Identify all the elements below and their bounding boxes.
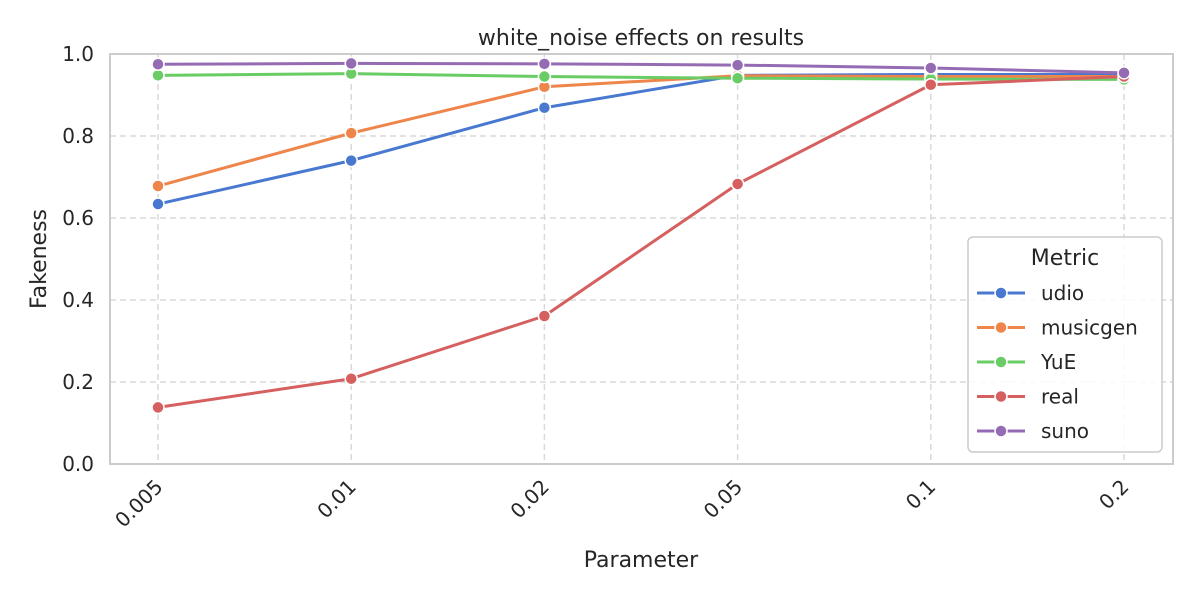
y-tick-label: 0.8: [62, 124, 94, 148]
legend-swatch-marker: [994, 355, 1008, 369]
y-tick-label: 0.2: [62, 370, 94, 394]
data-point-udio: [537, 100, 552, 115]
legend-box: [967, 236, 1163, 453]
data-point-real: [151, 400, 165, 415]
data-point-suno: [537, 57, 552, 71]
data-point-yue: [730, 71, 745, 85]
plot-frame: [109, 53, 1174, 465]
y-axis-title: Fakeness: [27, 209, 52, 309]
x-axis-title: Parameter: [584, 548, 699, 573]
legend-swatch-marker: [994, 320, 1008, 335]
series-line-musicgen: [156, 74, 1126, 188]
legend-label-yue: YuE: [1040, 350, 1076, 374]
data-point-yue: [537, 69, 552, 84]
series-line-real: [156, 75, 1126, 409]
x-tick-label: 0.02: [505, 475, 553, 523]
x-tick-label: 0.1: [901, 475, 940, 514]
data-point-real: [344, 371, 358, 386]
legend: Metric udio musicgen YuE real suno: [967, 236, 1163, 453]
y-tick-label: 0.0: [62, 452, 94, 476]
data-point-yue: [151, 68, 165, 83]
data-point-udio: [151, 197, 165, 211]
data-point-real: [924, 78, 938, 92]
x-axis-ticks: 0.005 0.01 0.02 0.05 0.1 0.2: [110, 475, 1133, 532]
series-line-yue: [156, 72, 1126, 81]
series-group: [151, 56, 1131, 415]
legend-swatch-marker: [994, 389, 1008, 404]
data-point-udio: [344, 153, 358, 168]
series-line-suno: [156, 61, 1126, 75]
series-line-udio: [156, 73, 1126, 206]
legend-label-real: real: [1041, 385, 1079, 409]
data-point-real: [537, 309, 552, 323]
x-tick-label: 0.01: [312, 475, 360, 523]
data-point-musicgen: [151, 179, 165, 193]
data-point-suno: [344, 56, 358, 71]
y-tick-label: 0.6: [62, 206, 94, 230]
legend-label-musicgen: musicgen: [1041, 316, 1138, 340]
data-point-real: [730, 177, 745, 191]
data-point-suno: [1117, 66, 1131, 80]
legend-label-suno: suno: [1041, 419, 1089, 443]
x-tick-label: 0.05: [699, 475, 747, 523]
legend-swatch-marker: [994, 424, 1008, 438]
y-axis-ticks: 0.0 0.2 0.4 0.6 0.8 1.0: [62, 42, 94, 476]
x-tick-label: 0.005: [110, 475, 167, 532]
chart-title: white_noise effects on results: [478, 26, 804, 51]
legend-title: Metric: [1031, 246, 1099, 271]
data-point-suno: [151, 57, 165, 71]
legend-label-udio: udio: [1041, 281, 1084, 305]
legend-swatch-marker: [994, 286, 1008, 300]
data-point-suno: [924, 61, 938, 75]
legend-items: udio musicgen YuE real suno: [977, 281, 1138, 443]
data-point-musicgen: [344, 126, 358, 140]
x-tick-label: 0.2: [1094, 475, 1133, 514]
y-tick-label: 1.0: [62, 42, 94, 66]
y-tick-label: 0.4: [62, 288, 94, 312]
data-point-suno: [730, 58, 745, 72]
